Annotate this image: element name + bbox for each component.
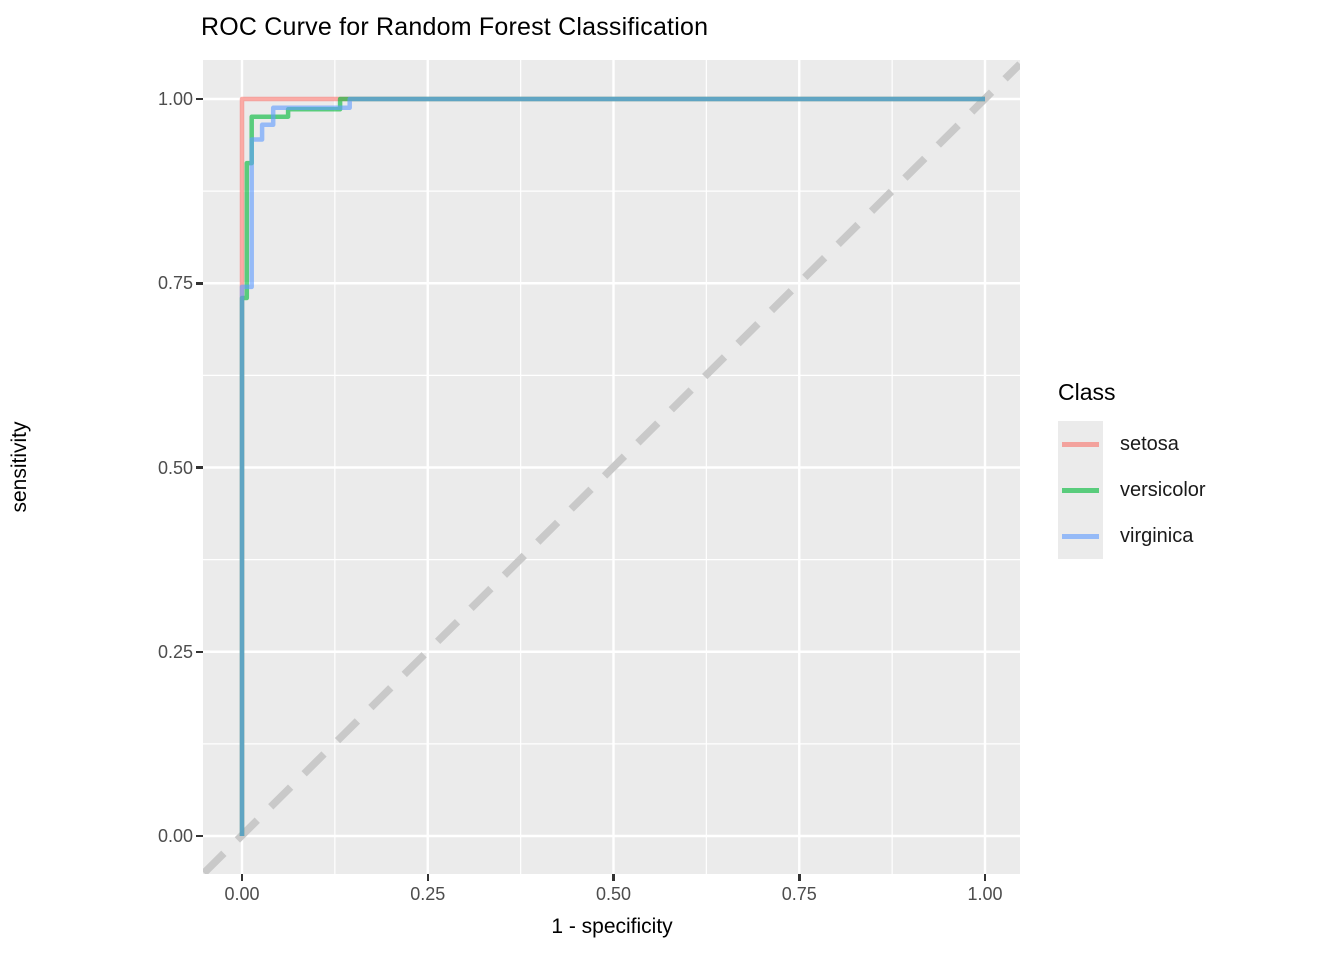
legend-line-swatch-versicolor bbox=[1062, 487, 1099, 493]
legend-key-box bbox=[1058, 467, 1103, 513]
legend-key-box bbox=[1058, 513, 1103, 559]
y-tick-label: 0.25 bbox=[157, 641, 193, 662]
x-tick-mark bbox=[798, 874, 801, 881]
y-tick-mark bbox=[196, 282, 203, 285]
x-tick-mark bbox=[426, 874, 430, 881]
x-tick-label: 0.75 bbox=[781, 884, 817, 904]
legend-key-box bbox=[1058, 421, 1103, 467]
legend-item-setosa: setosa bbox=[1058, 421, 1318, 467]
x-tick-label: 1.00 bbox=[967, 884, 1003, 904]
x-axis-title: 1 - specificity bbox=[551, 915, 673, 938]
legend-item-label: setosa bbox=[1120, 433, 1179, 455]
x-tick-label: 0.50 bbox=[595, 884, 632, 904]
y-tick-mark bbox=[196, 97, 203, 101]
legend-item-virginica: virginica bbox=[1058, 513, 1318, 559]
legend-items: setosa versicolor virginica bbox=[1058, 421, 1318, 559]
y-tick-label: 0.00 bbox=[157, 826, 193, 846]
x-tick-mark bbox=[983, 874, 987, 881]
legend-item-label: virginica bbox=[1120, 525, 1194, 547]
legend-line-swatch-virginica bbox=[1062, 533, 1099, 539]
plot-title: ROC Curve for Random Forest Classificati… bbox=[201, 13, 709, 41]
y-tick-label: 0.50 bbox=[157, 457, 193, 478]
legend-line-swatch-setosa bbox=[1062, 441, 1099, 447]
x-tick-label: 0.00 bbox=[224, 884, 260, 904]
y-tick-mark bbox=[196, 466, 203, 469]
y-tick-label: 0.75 bbox=[157, 273, 193, 294]
y-axis-title: sensitivity bbox=[8, 421, 31, 513]
legend-title: Class bbox=[1058, 379, 1116, 405]
legend-item-versicolor: versicolor bbox=[1058, 467, 1318, 513]
x-tick-mark bbox=[240, 874, 244, 881]
y-tick-mark bbox=[196, 650, 203, 654]
plot-panel bbox=[203, 60, 1020, 874]
chance-diagonal-line bbox=[203, 61, 1020, 874]
legend-item-label: versicolor bbox=[1120, 479, 1206, 501]
y-tick-label: 1.00 bbox=[157, 89, 193, 109]
y-tick-mark bbox=[196, 834, 203, 838]
roc-curve-virginica bbox=[239, 96, 985, 836]
x-tick-label: 0.25 bbox=[410, 884, 446, 904]
x-tick-mark bbox=[612, 874, 615, 881]
